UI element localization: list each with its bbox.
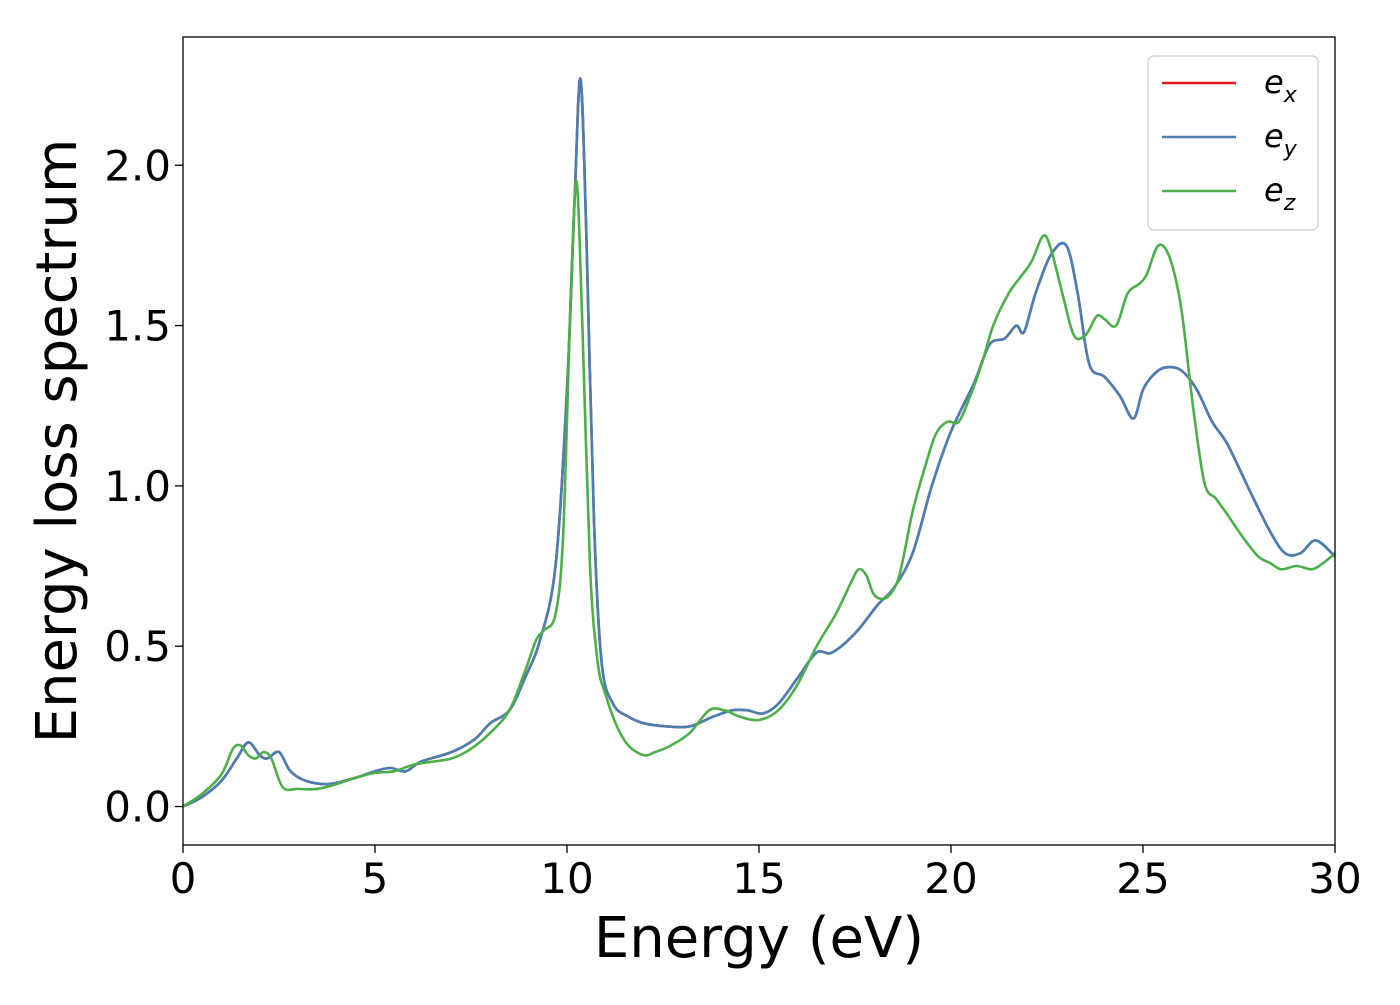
series-line-ey — [182, 77, 1336, 808]
x-tick-label: 30 — [1308, 854, 1361, 903]
y-tick-label: 1.0 — [104, 462, 171, 511]
legend-subscript: x — [1283, 83, 1298, 108]
y-tick-label: 0.5 — [104, 622, 171, 671]
x-axis-title: Energy (eV) — [594, 906, 924, 971]
legend-subscript: y — [1283, 137, 1298, 162]
x-tick-label: 25 — [1116, 854, 1169, 903]
series-layer — [182, 77, 1336, 808]
series-line-ez — [182, 179, 1336, 808]
x-tick-label: 20 — [924, 854, 977, 903]
y-tick-label: 1.5 — [104, 302, 171, 351]
y-tick-label: 2.0 — [104, 141, 171, 190]
y-axis-title: Energy loss spectrum — [25, 139, 90, 744]
y-axis-ticks: 0.0 0.5 1.0 1.5 2.0 — [104, 141, 183, 832]
x-tick-label: 15 — [732, 854, 785, 903]
x-tick-label: 5 — [362, 854, 389, 903]
x-tick-label: 0 — [170, 854, 197, 903]
legend-subscript: z — [1283, 191, 1296, 216]
legend-label-ex: ex — [1264, 63, 1298, 108]
legend-box — [1147, 55, 1319, 231]
x-tick-label: 10 — [540, 854, 593, 903]
legend-label-ey: ey — [1264, 117, 1298, 162]
y-tick-label: 0.0 — [104, 783, 171, 832]
x-axis-ticks: 0 5 10 15 20 25 30 — [170, 845, 1362, 903]
